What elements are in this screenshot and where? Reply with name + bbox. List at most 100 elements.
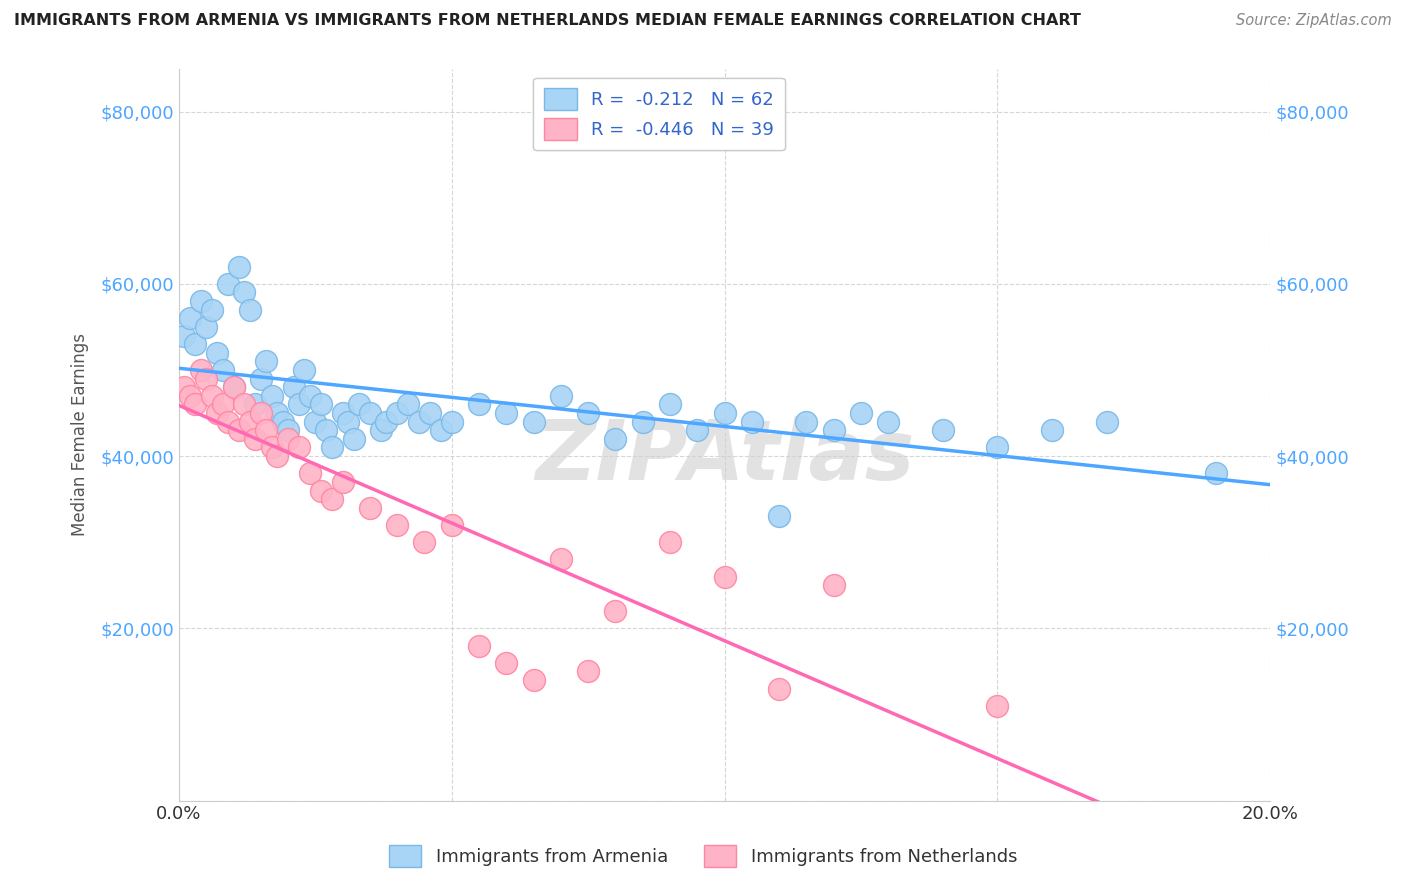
Point [375, 415, 398, 429]
Point [173, 328, 195, 343]
Point [233, 285, 256, 300]
Point [217, 415, 239, 429]
Point [408, 415, 430, 429]
Point [849, 406, 872, 420]
Point [184, 397, 207, 411]
Point [576, 406, 599, 420]
Point [823, 423, 845, 437]
Point [298, 467, 321, 481]
Point [205, 345, 228, 359]
Point [315, 423, 337, 437]
Point [184, 337, 207, 351]
Point [550, 552, 572, 566]
Point [254, 354, 277, 368]
Point [201, 302, 224, 317]
Point [605, 604, 627, 618]
Point [245, 432, 267, 446]
Text: Source: ZipAtlas.com: Source: ZipAtlas.com [1236, 13, 1392, 29]
Point [321, 492, 343, 507]
Point [294, 363, 316, 377]
Point [239, 415, 262, 429]
Point [523, 415, 546, 429]
Point [190, 363, 212, 377]
Point [550, 389, 572, 403]
Point [179, 389, 201, 403]
Point [217, 277, 239, 291]
Point [823, 578, 845, 592]
Point [266, 406, 288, 420]
Point [201, 389, 224, 403]
Point [1040, 423, 1063, 437]
Point [239, 302, 262, 317]
Point [222, 380, 245, 394]
Point [1205, 467, 1227, 481]
Point [576, 665, 599, 679]
Legend: Immigrants from Armenia, Immigrants from Netherlands: Immigrants from Armenia, Immigrants from… [381, 838, 1025, 874]
Point [260, 441, 283, 455]
Point [495, 406, 517, 420]
Point [249, 371, 271, 385]
Point [359, 406, 381, 420]
Point [932, 423, 955, 437]
Point [440, 518, 463, 533]
Point [266, 449, 288, 463]
Point [211, 397, 233, 411]
Point [179, 311, 201, 326]
Point [468, 639, 491, 653]
Point [288, 397, 311, 411]
Point [495, 656, 517, 670]
Point [986, 441, 1008, 455]
Point [631, 415, 654, 429]
Point [877, 415, 900, 429]
Point [277, 423, 299, 437]
Point [195, 371, 218, 385]
Point [321, 441, 343, 455]
Point [713, 570, 735, 584]
Point [298, 389, 321, 403]
Point [396, 397, 419, 411]
Point [387, 518, 409, 533]
Point [205, 406, 228, 420]
Point [249, 406, 271, 420]
Point [288, 441, 311, 455]
Point [430, 423, 453, 437]
Point [277, 432, 299, 446]
Point [342, 432, 364, 446]
Point [245, 397, 267, 411]
Point [440, 415, 463, 429]
Y-axis label: Median Female Earnings: Median Female Earnings [72, 333, 89, 536]
Point [686, 423, 709, 437]
Point [419, 406, 441, 420]
Point [332, 406, 354, 420]
Point [283, 380, 305, 394]
Point [1095, 415, 1118, 429]
Point [713, 406, 735, 420]
Point [605, 432, 627, 446]
Point [768, 681, 790, 696]
Point [796, 415, 818, 429]
Point [195, 319, 218, 334]
Point [228, 423, 250, 437]
Point [370, 423, 392, 437]
Point [359, 500, 381, 515]
Point [254, 423, 277, 437]
Point [741, 415, 763, 429]
Point [190, 294, 212, 309]
Text: ZIPAtlas: ZIPAtlas [534, 416, 914, 497]
Point [211, 363, 233, 377]
Point [986, 698, 1008, 713]
Point [233, 397, 256, 411]
Point [228, 260, 250, 274]
Point [309, 397, 332, 411]
Point [659, 535, 682, 549]
Point [523, 673, 546, 687]
Point [304, 415, 326, 429]
Point [347, 397, 370, 411]
Point [309, 483, 332, 498]
Point [337, 415, 360, 429]
Point [173, 380, 195, 394]
Point [413, 535, 436, 549]
Point [468, 397, 491, 411]
Point [271, 415, 294, 429]
Point [768, 509, 790, 524]
